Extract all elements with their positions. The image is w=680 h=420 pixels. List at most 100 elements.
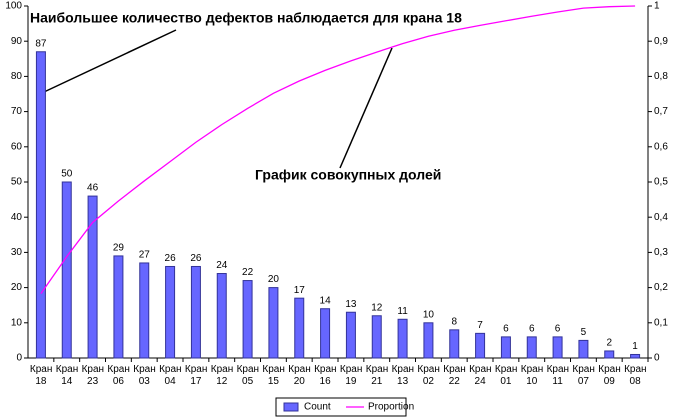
x-tick-label: Кран 24 [469, 364, 492, 387]
y2-tick-label: 0,2 [654, 282, 668, 293]
x-tick-label: Кран 07 [572, 364, 595, 387]
bar [423, 322, 434, 359]
bar [216, 273, 227, 359]
x-tick-label: Кран 02 [417, 364, 440, 387]
bar [61, 181, 72, 359]
x-tick-label: Кран 18 [29, 364, 53, 387]
data-label: 50 [61, 169, 73, 180]
annotation: Наибольшее количество дефектов наблюдает… [30, 10, 462, 26]
bar [578, 339, 589, 359]
x-tick-label: Кран 10 [520, 364, 544, 387]
y-tick-label: 10 [11, 317, 23, 328]
x-tick-label: Кран 22 [443, 364, 466, 387]
x-tick-label: Кран 12 [210, 364, 234, 387]
y2-tick-label: 0 [654, 353, 660, 364]
data-label: 27 [139, 250, 151, 261]
x-tick-label: Кран 08 [624, 364, 647, 387]
data-label: 29 [113, 243, 125, 254]
data-label: 6 [503, 324, 509, 335]
y2-tick-label: 0,3 [654, 247, 668, 258]
y2-tick-label: 0,9 [654, 36, 668, 47]
y2-tick-label: 0,7 [654, 106, 668, 117]
data-label: 1 [632, 341, 638, 352]
y-tick-label: 50 [11, 177, 23, 188]
bar [242, 280, 253, 359]
legend-label: Proportion [368, 402, 414, 413]
bar [552, 336, 563, 359]
data-label: 8 [451, 316, 457, 327]
data-label: 2 [606, 338, 612, 349]
bar [165, 265, 176, 359]
data-label: 26 [190, 253, 202, 264]
bar [475, 332, 486, 359]
data-label: 26 [165, 253, 177, 264]
data-label: 87 [35, 38, 47, 49]
legend-box [275, 397, 407, 417]
x-tick-label: Кран 03 [133, 364, 156, 387]
data-label: 7 [477, 320, 483, 331]
annotation-line [339, 47, 393, 169]
bar [139, 262, 150, 359]
x-tick-label: Кран 23 [81, 364, 105, 387]
bar [294, 297, 305, 359]
y2-tick-label: 0,6 [654, 141, 668, 152]
x-tick-label: Кран 14 [55, 364, 79, 387]
y2-tick-label: 0,8 [654, 71, 668, 82]
bar [526, 336, 537, 359]
x-tick-label: Кран 21 [365, 364, 389, 387]
x-tick-label: Кран 11 [546, 364, 570, 387]
x-tick-label: Кран 20 [288, 364, 311, 387]
bar [371, 315, 382, 359]
x-tick-label: Кран 01 [494, 364, 518, 387]
bar [449, 329, 460, 359]
annotation-line [43, 29, 177, 93]
data-label: 20 [268, 274, 280, 285]
bar [500, 336, 511, 359]
bar [630, 353, 641, 359]
x-tick-label: Кран 19 [339, 364, 363, 387]
bar [113, 255, 124, 359]
x-tick-label: Кран 09 [598, 364, 621, 387]
y-tick-label: 70 [11, 106, 23, 117]
data-label: 13 [345, 299, 357, 310]
data-label: 24 [216, 260, 228, 271]
bar [604, 350, 615, 359]
x-tick-label: Кран 15 [262, 364, 285, 387]
data-label: 5 [581, 327, 587, 338]
data-label: 17 [294, 285, 306, 296]
data-label: 46 [87, 183, 99, 194]
y2-tick-label: 0,1 [654, 317, 668, 328]
y-tick-label: 30 [11, 247, 23, 258]
y2-tick-label: 0,4 [654, 212, 668, 223]
data-label: 14 [320, 295, 332, 306]
legend-swatch [283, 402, 299, 412]
data-label: 6 [529, 324, 535, 335]
bar [190, 265, 201, 359]
y-tick-label: 40 [11, 212, 23, 223]
y2-tick-label: 0,5 [654, 177, 668, 188]
bar [320, 308, 331, 359]
data-label: 10 [423, 309, 435, 320]
y2-tick-label: 1 [654, 1, 660, 12]
x-tick-label: Кран 04 [159, 364, 182, 387]
x-tick-label: Кран 16 [314, 364, 337, 387]
annotation: График совокупных долей [255, 167, 441, 183]
data-label: 22 [242, 267, 254, 278]
data-label: 11 [397, 306, 408, 317]
y-tick-label: 80 [11, 71, 23, 82]
bar [35, 51, 46, 359]
y-tick-label: 90 [11, 36, 23, 47]
data-label: 12 [371, 302, 383, 313]
bar [268, 287, 279, 359]
x-tick-label: Кран 05 [236, 364, 260, 387]
legend-label: Count [304, 402, 331, 413]
x-tick-label: Кран 17 [184, 364, 208, 387]
x-tick-label: Кран 06 [107, 364, 130, 387]
bar [345, 311, 356, 359]
bar [397, 318, 408, 359]
x-tick-label: Кран 13 [391, 364, 415, 387]
bar [87, 195, 98, 359]
y-tick-label: 20 [11, 282, 23, 293]
